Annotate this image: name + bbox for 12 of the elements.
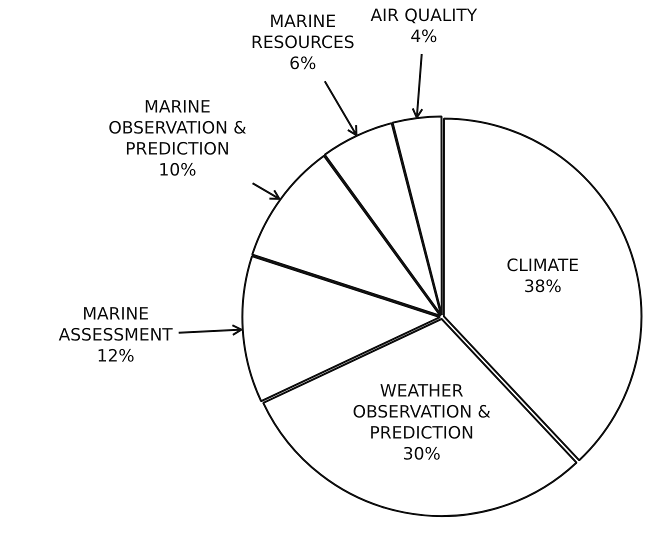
data-label: 4%	[410, 26, 438, 47]
slice-label: AIR QUALITY	[370, 6, 478, 26]
slice-label: CLIMATE	[506, 256, 579, 276]
slice-label: MARINE ASSESSMENT	[58, 304, 174, 346]
data-label: 10%	[158, 160, 196, 180]
slice-label: WEATHER OBSERVATION & PREDICTION	[352, 381, 491, 444]
slice-label: MARINE RESOURCES	[250, 12, 355, 54]
data-label: 30%	[402, 444, 441, 464]
data-label: 12%	[96, 346, 135, 366]
data-label: 6%	[289, 54, 316, 74]
slice-label: MARINE OBSERVATION & PREDICTION	[108, 97, 247, 160]
data-label: 38%	[524, 277, 562, 298]
